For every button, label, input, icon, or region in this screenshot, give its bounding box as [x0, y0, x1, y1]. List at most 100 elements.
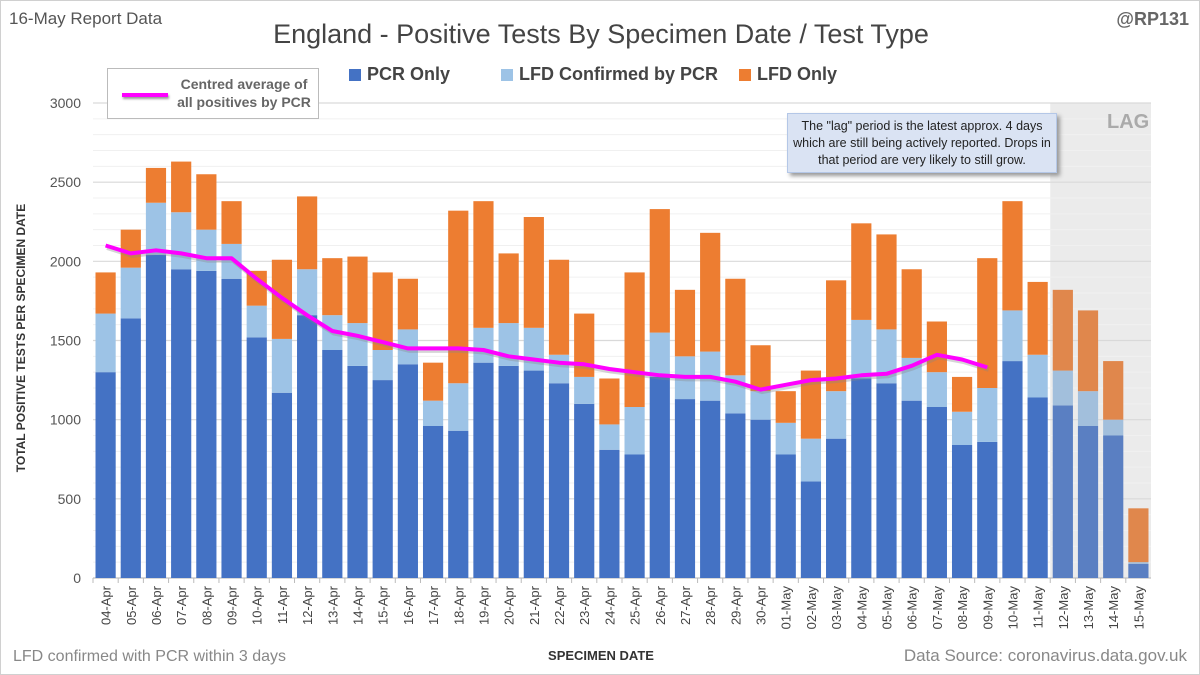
average-line: [105, 243, 988, 392]
bar-pcr-08-May: [951, 445, 973, 578]
bar-conf-26-Apr: [649, 332, 670, 377]
bar-pcr-09-May: [977, 441, 998, 578]
bar-lfd-21-Apr: [523, 217, 544, 328]
x-tick-label: 05-May: [880, 586, 895, 630]
x-tick-label: 10-May: [1005, 586, 1020, 630]
x-tick-label: 05-Apr: [124, 585, 139, 625]
bar-conf-19-Apr: [473, 327, 494, 363]
bar-conf-30-Apr: [750, 391, 771, 420]
bar-pcr-07-May: [926, 407, 947, 578]
x-tick-label: 23-Apr: [577, 585, 592, 625]
legend-label: LFD Only: [757, 64, 837, 84]
bar-lfd-23-Apr: [574, 313, 595, 377]
x-tick-label: 07-Apr: [174, 585, 189, 625]
bar-pcr-05-May: [876, 383, 897, 578]
bar-pcr-14-May: [1103, 435, 1124, 578]
bar-conf-18-Apr: [448, 383, 469, 431]
bar-lfd-24-Apr: [599, 378, 620, 425]
bar-conf-10-May: [1002, 310, 1023, 362]
bar-pcr-03-May: [826, 438, 847, 578]
bar-pcr-11-Apr: [271, 392, 293, 578]
bar-lfd-28-Apr: [700, 232, 721, 352]
bar-lfd-30-Apr: [750, 345, 771, 392]
bar-pcr-20-Apr: [498, 365, 519, 578]
y-tick-label: 1500: [50, 333, 81, 349]
x-tick-label: 27-Apr: [678, 585, 693, 625]
y-tick-label: 1000: [50, 412, 81, 428]
bar-pcr-29-Apr: [725, 413, 746, 578]
bar-pcr-27-Apr: [674, 399, 696, 578]
bar-pcr-04-May: [851, 378, 872, 578]
bar-conf-06-Apr: [145, 202, 167, 255]
bar-pcr-08-Apr: [196, 270, 217, 578]
bar-lfd-12-Apr: [297, 196, 318, 270]
bar-lfd-05-May: [876, 234, 897, 330]
x-tick-label: 26-Apr: [653, 585, 668, 625]
legend-line-label: Centred average of all positives by PCR: [177, 76, 311, 110]
bar-lfd-15-Apr: [372, 272, 393, 350]
bar-conf-10-Apr: [246, 305, 267, 338]
x-tick-label: 15-Apr: [376, 585, 391, 625]
legend-label: PCR Only: [367, 64, 451, 84]
bar-lfd-08-Apr: [196, 174, 217, 230]
x-axis-title: SPECIMEN DATE: [548, 648, 654, 663]
bar-conf-07-May: [926, 372, 947, 407]
bar-conf-05-May: [876, 329, 897, 384]
bar-lfd-22-Apr: [548, 259, 570, 355]
x-tick-label: 08-May: [955, 586, 970, 630]
x-tick-label: 28-Apr: [703, 585, 718, 625]
x-tick-label: 09-May: [980, 586, 995, 630]
x-tick-label: 07-May: [930, 586, 945, 630]
bar-conf-01-May: [775, 422, 796, 455]
x-tick-label: 15-May: [1131, 586, 1146, 630]
bar-conf-14-Apr: [347, 323, 368, 366]
y-tick-label: 2000: [50, 253, 81, 269]
bar-lfd-29-Apr: [725, 278, 746, 376]
x-tick-label: 01-May: [779, 586, 794, 630]
x-tick-label: 12-May: [1056, 586, 1071, 630]
data-source: Data Source: coronavirus.data.gov.uk: [903, 646, 1187, 665]
x-tick-label: 04-May: [854, 586, 869, 630]
bar-conf-08-Apr: [196, 229, 217, 271]
x-tick-label: 03-May: [829, 586, 844, 630]
lag-label: LAG: [1107, 111, 1150, 133]
legend-swatch-conf: [501, 68, 513, 81]
x-tick-label: 14-May: [1106, 586, 1121, 630]
bar-conf-23-Apr: [574, 376, 595, 404]
x-tick-label: 09-Apr: [225, 585, 240, 625]
bar-lfd-05-Apr: [120, 229, 141, 268]
y-tick-label: 3000: [50, 95, 81, 111]
bar-lfd-04-Apr: [95, 272, 116, 314]
bar-conf-05-Apr: [120, 267, 141, 319]
bar-lfd-01-May: [775, 391, 796, 423]
chart-title: England - Positive Tests By Specimen Dat…: [273, 19, 929, 49]
bar-lfd-20-Apr: [498, 253, 519, 324]
bar-lfd-13-May: [1077, 310, 1099, 392]
x-tick-label: 11-Apr: [275, 585, 290, 624]
bar-lfd-10-May: [1002, 201, 1023, 311]
x-tick-label: 13-May: [1081, 586, 1096, 630]
x-tick-label: 02-May: [804, 586, 819, 630]
bar-pcr-10-Apr: [246, 337, 267, 578]
bar-pcr-25-Apr: [624, 454, 645, 578]
bar-pcr-28-Apr: [700, 400, 721, 578]
legend-swatch-pcr: [349, 68, 361, 81]
x-tick-label: 21-Apr: [527, 585, 542, 625]
bar-conf-25-Apr: [624, 407, 645, 455]
bar-pcr-30-Apr: [750, 419, 771, 578]
bar-lfd-16-Apr: [397, 278, 418, 330]
bar-lfd-12-May: [1052, 289, 1073, 371]
bar-lfd-09-Apr: [221, 201, 242, 244]
bar-lfd-17-Apr: [422, 362, 444, 401]
bar-lfd-26-Apr: [649, 209, 670, 333]
bar-pcr-12-May: [1052, 405, 1073, 578]
bar-pcr-24-Apr: [599, 449, 620, 578]
bar-pcr-15-Apr: [372, 380, 393, 578]
x-tick-label: 16-Apr: [401, 585, 416, 625]
bar-pcr-26-Apr: [649, 376, 670, 578]
bar-lfd-11-May: [1027, 281, 1048, 355]
bar-pcr-17-Apr: [422, 426, 444, 578]
bar-lfd-07-May: [926, 321, 947, 373]
